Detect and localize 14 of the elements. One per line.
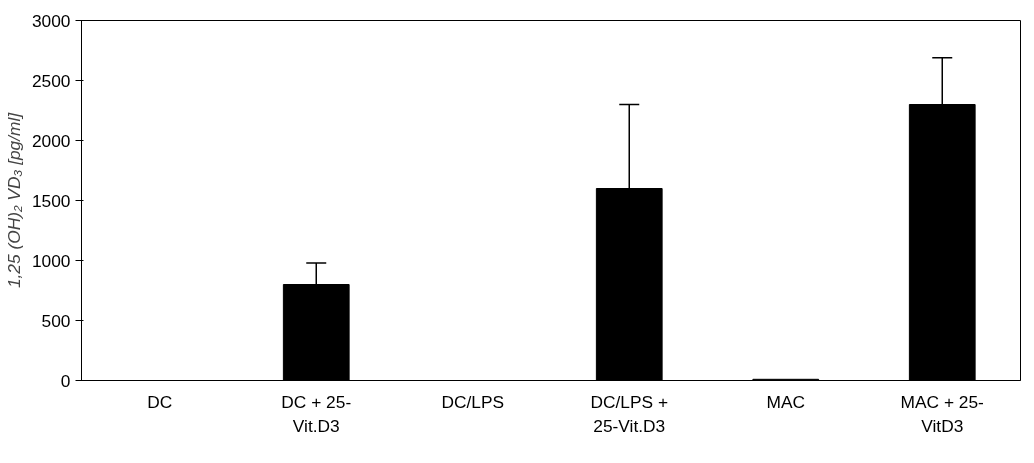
y-tick-label: 2000 [31, 130, 71, 151]
y-tick-label: 1500 [31, 190, 71, 211]
y-tick-label: 0 [60, 370, 71, 391]
x-tick-label: DC/LPS + 25-Vit.D3 [590, 391, 669, 436]
y-tick-label: 2500 [31, 70, 71, 91]
x-tick-label: MAC + 25- VitD3 [900, 391, 984, 436]
x-tick-label: DC [147, 391, 173, 412]
x-tick-label: DC + 25- Vit.D3 [281, 391, 352, 436]
x-tick-label: MAC [766, 391, 806, 412]
y-tick-label: 500 [41, 310, 71, 331]
y-axis-title: 1,25 (OH)₂ VD₃ [pg/ml] [3, 111, 24, 289]
y-tick-label: 3000 [31, 10, 71, 31]
y-tick-label: 1000 [31, 250, 71, 271]
x-tick-label: DC/LPS [441, 391, 505, 412]
